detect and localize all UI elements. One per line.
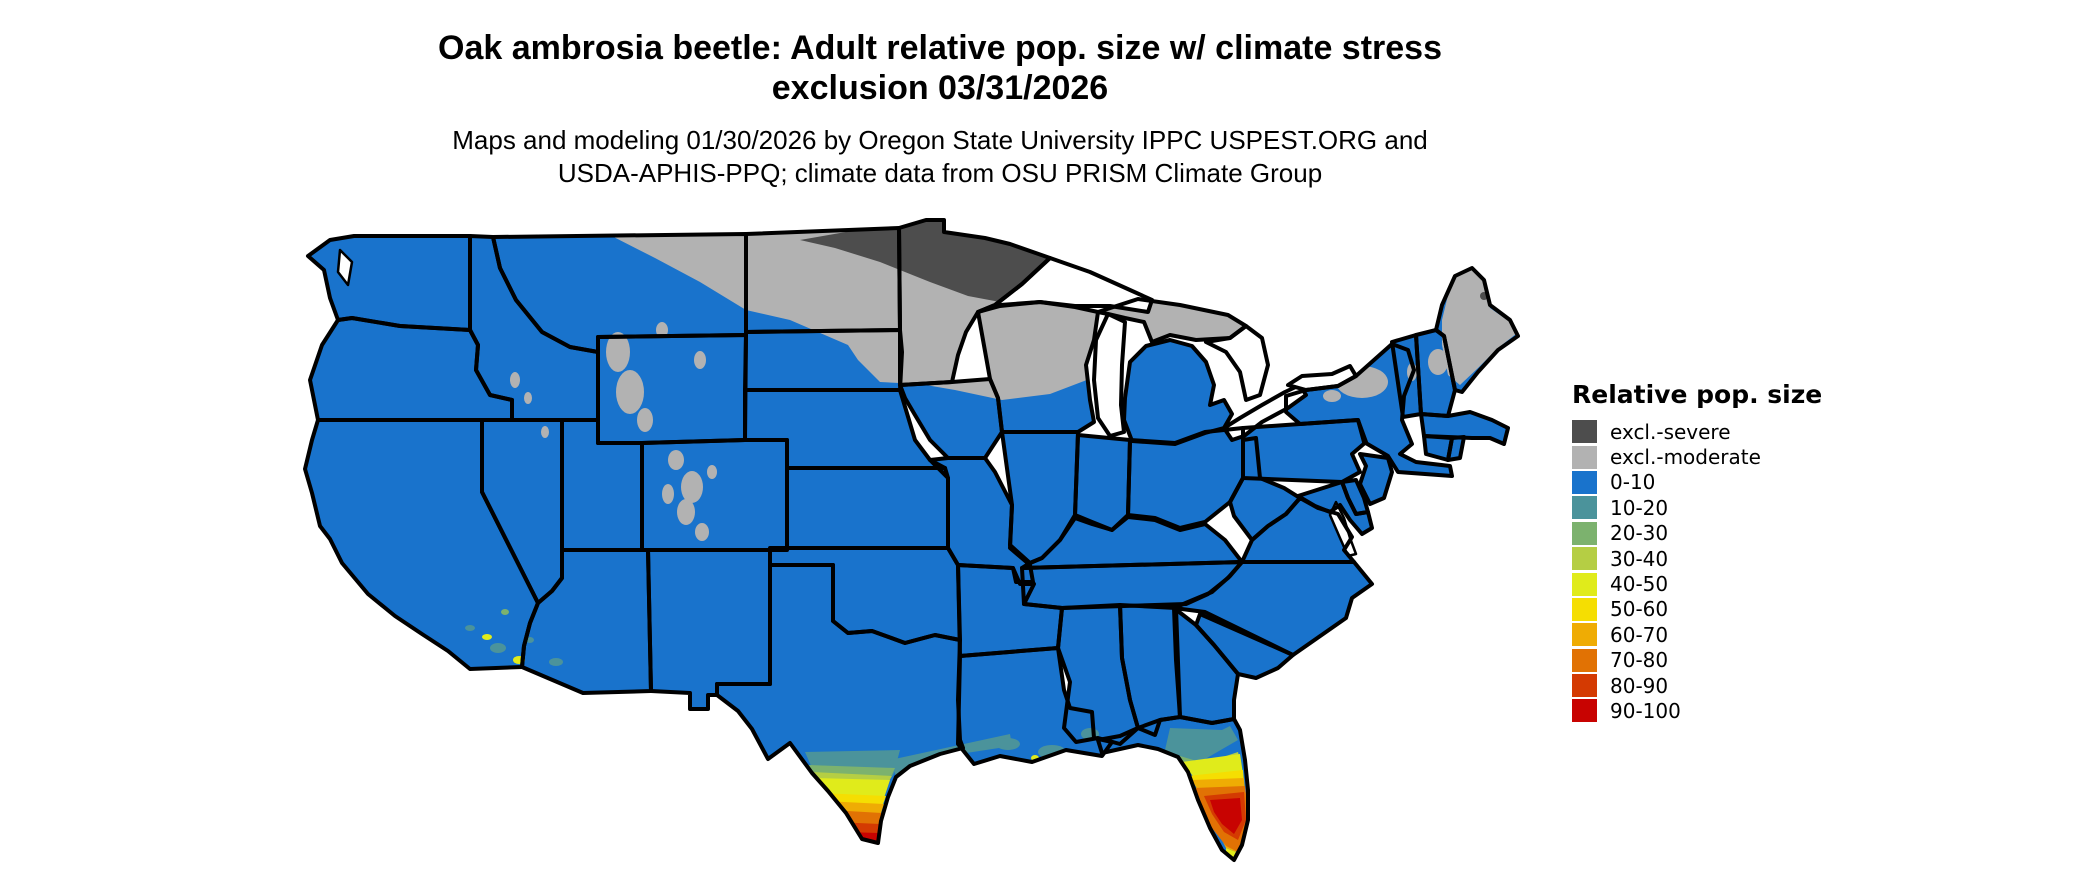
legend-item-label: excl.-moderate bbox=[1610, 445, 1761, 470]
legend-item-label: 10-20 bbox=[1610, 495, 1669, 520]
legend-item: 10-20 bbox=[1572, 495, 1822, 520]
title-line-2: exclusion 03/31/2026 bbox=[771, 69, 1109, 107]
legend-swatch bbox=[1572, 597, 1597, 621]
map-legend: Relative pop. size excl.-severe excl.-mod… bbox=[1572, 380, 1822, 724]
pop-70-80-layer bbox=[830, 786, 1248, 852]
legend-swatch bbox=[1572, 648, 1597, 672]
legend-swatch bbox=[1572, 420, 1597, 444]
page-title: Oak ambrosia beetle: Adult relative pop.… bbox=[0, 28, 1880, 108]
legend-item-label: 20-30 bbox=[1610, 521, 1669, 546]
legend-item-label: 50-60 bbox=[1610, 597, 1669, 622]
legend-item: 40-50 bbox=[1572, 571, 1822, 596]
legend-swatch bbox=[1572, 547, 1597, 571]
legend-swatch bbox=[1572, 521, 1597, 545]
legend-items: excl.-severe excl.-moderate 0-10 10-20 20-30… bbox=[1572, 419, 1822, 724]
legend-item: excl.-severe bbox=[1572, 419, 1822, 444]
legend-item-label: 0-10 bbox=[1610, 470, 1656, 495]
legend-item: 30-40 bbox=[1572, 546, 1822, 571]
legend-item-label: 60-70 bbox=[1610, 622, 1669, 647]
legend-title: Relative pop. size bbox=[1572, 380, 1823, 409]
legend-item-label: 40-50 bbox=[1610, 572, 1669, 597]
legend-swatch bbox=[1572, 674, 1597, 698]
legend-item-label: excl.-severe bbox=[1610, 419, 1731, 444]
legend-item: excl.-moderate bbox=[1572, 444, 1822, 469]
legend-item: 80-90 bbox=[1572, 673, 1822, 698]
legend-swatch bbox=[1572, 496, 1597, 520]
legend-item-label: 30-40 bbox=[1610, 546, 1669, 571]
legend-item: 0-10 bbox=[1572, 470, 1822, 495]
legend-item-label: 70-80 bbox=[1610, 648, 1669, 673]
pop-90-100-layer bbox=[844, 798, 1242, 844]
title-line-1: Oak ambrosia beetle: Adult relative pop.… bbox=[438, 29, 1442, 67]
legend-item: 50-60 bbox=[1572, 597, 1822, 622]
legend-swatch bbox=[1572, 623, 1597, 647]
legend-swatch bbox=[1572, 699, 1597, 723]
page-subtitle: Maps and modeling 01/30/2026 by Oregon S… bbox=[0, 124, 1880, 190]
legend-item-label: 90-100 bbox=[1610, 698, 1681, 723]
legend-item: 60-70 bbox=[1572, 622, 1822, 647]
legend-item: 70-80 bbox=[1572, 648, 1822, 673]
legend-item: 90-100 bbox=[1572, 698, 1822, 723]
legend-swatch bbox=[1572, 445, 1597, 469]
subtitle-line-1: Maps and modeling 01/30/2026 by Oregon S… bbox=[452, 125, 1428, 155]
lake-michigan bbox=[1092, 312, 1127, 438]
legend-item: 20-30 bbox=[1572, 521, 1822, 546]
pop-80-90-layer bbox=[836, 792, 1246, 840]
puget-sound bbox=[336, 248, 354, 287]
legend-item-label: 80-90 bbox=[1610, 673, 1669, 698]
subtitle-line-2: USDA-APHIS-PPQ; climate data from OSU PR… bbox=[557, 158, 1323, 188]
legend-swatch bbox=[1572, 470, 1597, 494]
legend-swatch bbox=[1572, 572, 1597, 596]
